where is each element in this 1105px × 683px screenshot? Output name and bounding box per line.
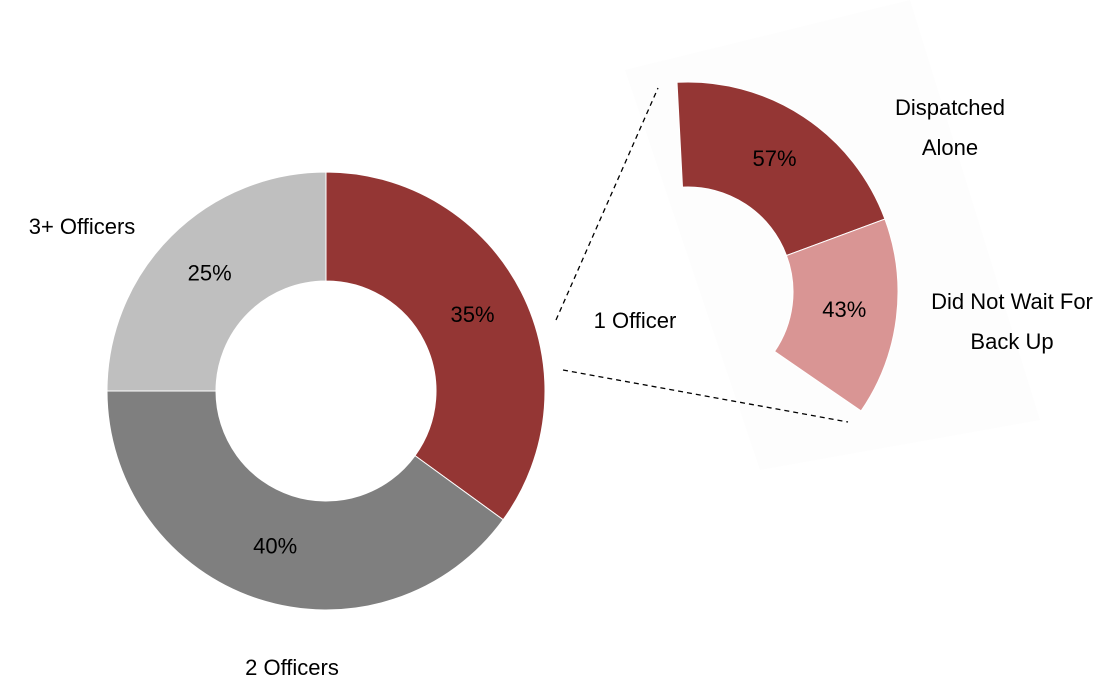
category-label: Did Not Wait For Back Up: [931, 289, 1093, 354]
connector-line: [555, 87, 659, 321]
connector-line: [562, 369, 849, 423]
category-label: 3+ Officers: [28, 214, 136, 239]
category-label: 1 Officer: [593, 308, 677, 333]
category-label: Dispatched Alone: [894, 95, 1006, 160]
category-label: 2 Officers: [245, 655, 339, 680]
donut-segment: [106, 171, 327, 392]
value-label: 25%: [188, 260, 232, 285]
value-label: 57%: [753, 146, 797, 171]
donut-segment: [325, 171, 546, 521]
donut-segment: [106, 390, 504, 611]
value-label: 35%: [451, 302, 495, 327]
donut-segment: [676, 81, 886, 257]
value-label: 40%: [253, 533, 297, 558]
value-label: 43%: [822, 297, 866, 322]
donut-segment: [773, 218, 899, 412]
